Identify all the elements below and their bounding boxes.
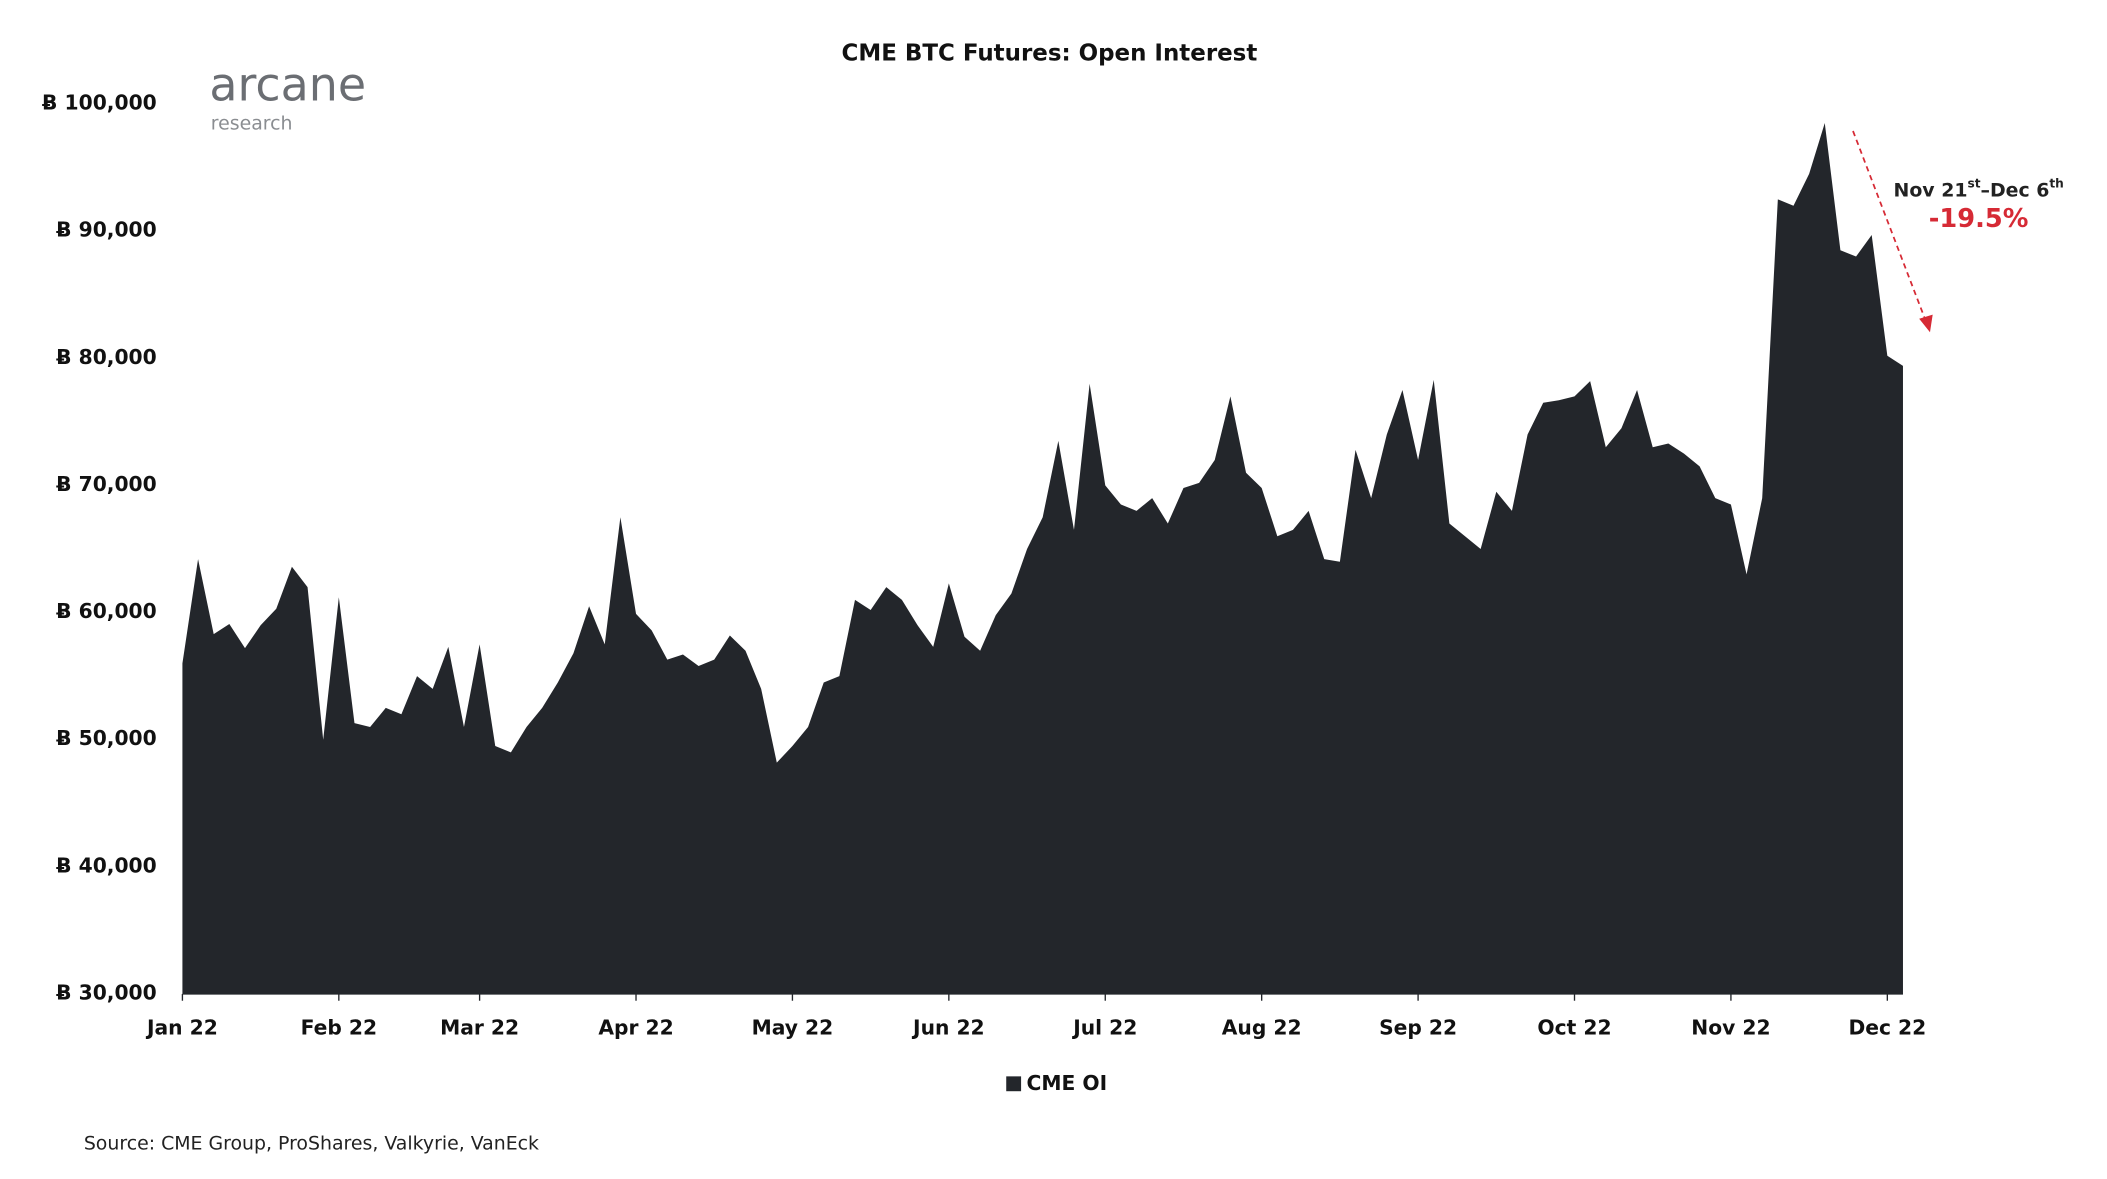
- logo: arcane: [209, 57, 366, 111]
- annotation-part: –Dec 6: [1981, 179, 2050, 201]
- annotation-change: -19.5%: [1929, 204, 2029, 234]
- y-tick-label: Ƀ 70,000: [56, 472, 157, 496]
- legend-swatch: [1006, 1076, 1022, 1092]
- x-tick-label: Oct 22: [1537, 1016, 1611, 1040]
- chart-title: CME BTC Futures: Open Interest: [842, 41, 1258, 67]
- x-tick-label: Sep 22: [1379, 1016, 1457, 1040]
- x-tick-label: Jan 22: [145, 1016, 218, 1040]
- x-tick-label: Mar 22: [440, 1016, 519, 1040]
- y-tick-label: Ƀ 50,000: [56, 726, 157, 750]
- annotation-part: th: [2049, 176, 2063, 190]
- annotation-part: st: [1967, 176, 1980, 190]
- x-tick-label: Feb 22: [301, 1016, 377, 1040]
- area: [182, 123, 1903, 994]
- arrow-head: [1919, 314, 1933, 333]
- annotation-part: Nov 21: [1894, 179, 1968, 201]
- y-tick-label: Ƀ 40,000: [56, 853, 157, 877]
- source: Source: CME Group, ProShares, Valkyrie, …: [84, 1132, 539, 1154]
- x-tick-label: Aug 22: [1222, 1016, 1302, 1040]
- y-tick-label: Ƀ 90,000: [56, 218, 157, 242]
- x-tick-label: Dec 22: [1848, 1016, 1926, 1040]
- y-tick-label: Ƀ 60,000: [56, 599, 157, 623]
- x-tick-label: Apr 22: [598, 1016, 673, 1040]
- logo-sub: research: [211, 113, 293, 135]
- y-tick-label: Ƀ 80,000: [56, 345, 157, 369]
- y-tick-label: Ƀ 30,000: [56, 980, 157, 1004]
- x-tick-label: May 22: [752, 1016, 834, 1040]
- x-tick-label: Jun 22: [911, 1016, 985, 1040]
- x-tick-label: Nov 22: [1691, 1016, 1770, 1040]
- annotation: Nov 21st–Dec 6th: [1894, 176, 2064, 201]
- x-tick-label: Jul 22: [1071, 1016, 1137, 1040]
- y-tick-label: Ƀ 100,000: [42, 90, 157, 114]
- legend-label: CME OI: [1026, 1071, 1107, 1095]
